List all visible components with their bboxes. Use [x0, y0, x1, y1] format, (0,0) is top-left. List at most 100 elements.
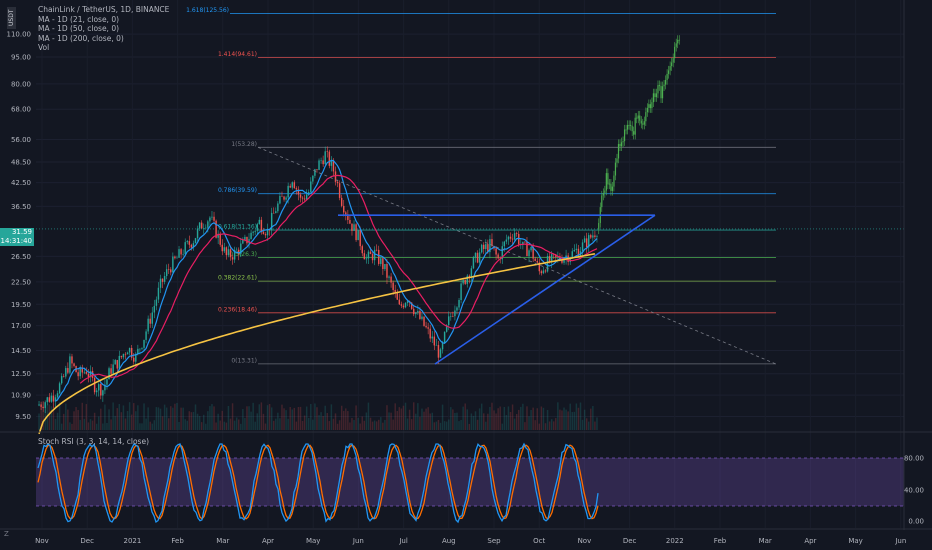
volume-bar: [355, 405, 357, 430]
volume-bar: [188, 411, 191, 430]
volume-bar: [310, 404, 312, 430]
volume-bar: [303, 415, 306, 430]
volume-bar: [184, 419, 186, 430]
projection-body: [671, 62, 673, 67]
candle-body: [71, 356, 73, 364]
volume-bar: [308, 418, 310, 430]
volume-bar: [569, 403, 571, 430]
candle-body: [231, 257, 234, 260]
candle-body: [182, 254, 184, 255]
volume-bar: [221, 410, 223, 430]
volume-bar: [291, 409, 293, 430]
candle-body: [89, 371, 92, 377]
projection-body: [652, 93, 655, 103]
projection-body: [660, 86, 662, 99]
candle-body: [223, 247, 226, 252]
volume-bar: [289, 406, 291, 430]
price-axis[interactable]: 110.00 95.00 80.00 68.00 56.00 48.50 42.50 36.5…: [7, 0, 905, 530]
candle-body: [594, 235, 596, 238]
time-tick: Dec: [80, 537, 94, 545]
volume-bar: [503, 407, 506, 430]
candle-body: [347, 214, 349, 220]
candle-body: [489, 239, 491, 253]
volume-bar: [168, 418, 170, 430]
candle-body: [441, 342, 444, 350]
candle-body: [194, 238, 197, 244]
candle-body: [238, 249, 240, 255]
candle-body: [198, 222, 201, 229]
candle-body: [427, 327, 429, 329]
volume-bar: [44, 403, 46, 430]
candle-body: [254, 230, 256, 232]
price-tick: 68.00: [11, 106, 31, 114]
candle-body: [509, 236, 512, 239]
price-tick: 19.50: [11, 301, 31, 309]
volume-bar: [95, 423, 98, 430]
candle-body: [394, 289, 396, 293]
legend-title: ChainLink / TetherUS, 1D, BINANCE: [38, 5, 170, 14]
candle-body: [151, 312, 153, 324]
trendlines[interactable]: [257, 146, 777, 365]
currency-badge[interactable]: USDT: [7, 7, 16, 29]
volume-bar: [163, 404, 166, 430]
time-tick: Sep: [487, 537, 501, 545]
candle-body: [421, 316, 423, 319]
fib-label: 1.414(94.61): [218, 51, 257, 58]
volume-bar: [363, 420, 366, 430]
volume-bar: [501, 423, 503, 430]
volume-bar: [233, 420, 236, 430]
projection-body: [625, 129, 627, 131]
candle-body: [112, 364, 114, 374]
legend-ma21[interactable]: MA - 1D (21, close, 0): [38, 14, 120, 24]
fibonacci-retracement[interactable]: 1.618(125.56) 1.414(94.61) 1(53.28) 0.786(3…: [186, 7, 776, 364]
time-tick: Apr: [262, 537, 274, 545]
time-axis[interactable]: Nov Dec 2021 Feb Mar Apr May Jun Jul Aug Sep Oct Nov…: [0, 528, 932, 545]
candle-body: [423, 316, 425, 326]
stoch-rsi-title[interactable]: Stoch RSI (3, 3, 14, 14, close): [38, 437, 149, 446]
candle-body: [303, 198, 306, 200]
volume-bar: [264, 423, 267, 430]
volume-bar: [314, 403, 316, 430]
candle-body: [305, 194, 308, 200]
volume-bar: [93, 412, 96, 430]
projection-body: [639, 115, 641, 121]
candle-body: [172, 256, 174, 273]
candle-body: [505, 239, 508, 242]
volume-bar: [532, 407, 534, 430]
candle-body: [316, 169, 318, 170]
legend-ma50[interactable]: MA - 1D (50, close, 0): [38, 24, 120, 34]
volume-bar: [559, 409, 561, 430]
timezone-button[interactable]: Z: [4, 530, 9, 538]
price-tick: 42.50: [11, 179, 31, 187]
candle-body: [468, 275, 471, 278]
candle-body: [93, 377, 96, 393]
candle-body: [184, 242, 186, 255]
candle-body: [79, 367, 81, 377]
volume-bar: [555, 418, 557, 430]
volume-bar: [353, 420, 355, 430]
candle-body: [466, 275, 468, 284]
candle-body: [270, 212, 273, 231]
candle-body: [388, 276, 390, 278]
candle-body: [221, 244, 223, 252]
volume-bar: [375, 421, 378, 430]
volume-bar: [153, 420, 156, 430]
legend-ma200[interactable]: MA - 1D (200, close, 0): [38, 33, 124, 43]
candle-body: [400, 304, 403, 306]
volume-bar: [38, 413, 40, 430]
candle-body: [373, 249, 376, 261]
legend-vol[interactable]: Vol: [38, 43, 50, 53]
candle-body: [163, 276, 166, 282]
volume-bar: [384, 419, 386, 430]
candle-body: [42, 406, 44, 409]
price-tick: 48.50: [11, 158, 31, 166]
volume-bar: [60, 423, 63, 430]
volume-bar: [312, 419, 314, 430]
volume-bar: [75, 407, 77, 430]
candle-body: [524, 241, 526, 243]
volume-bar: [417, 403, 419, 430]
volume-bar: [287, 418, 289, 430]
candle-body: [295, 188, 298, 190]
volume-bar: [178, 421, 180, 430]
